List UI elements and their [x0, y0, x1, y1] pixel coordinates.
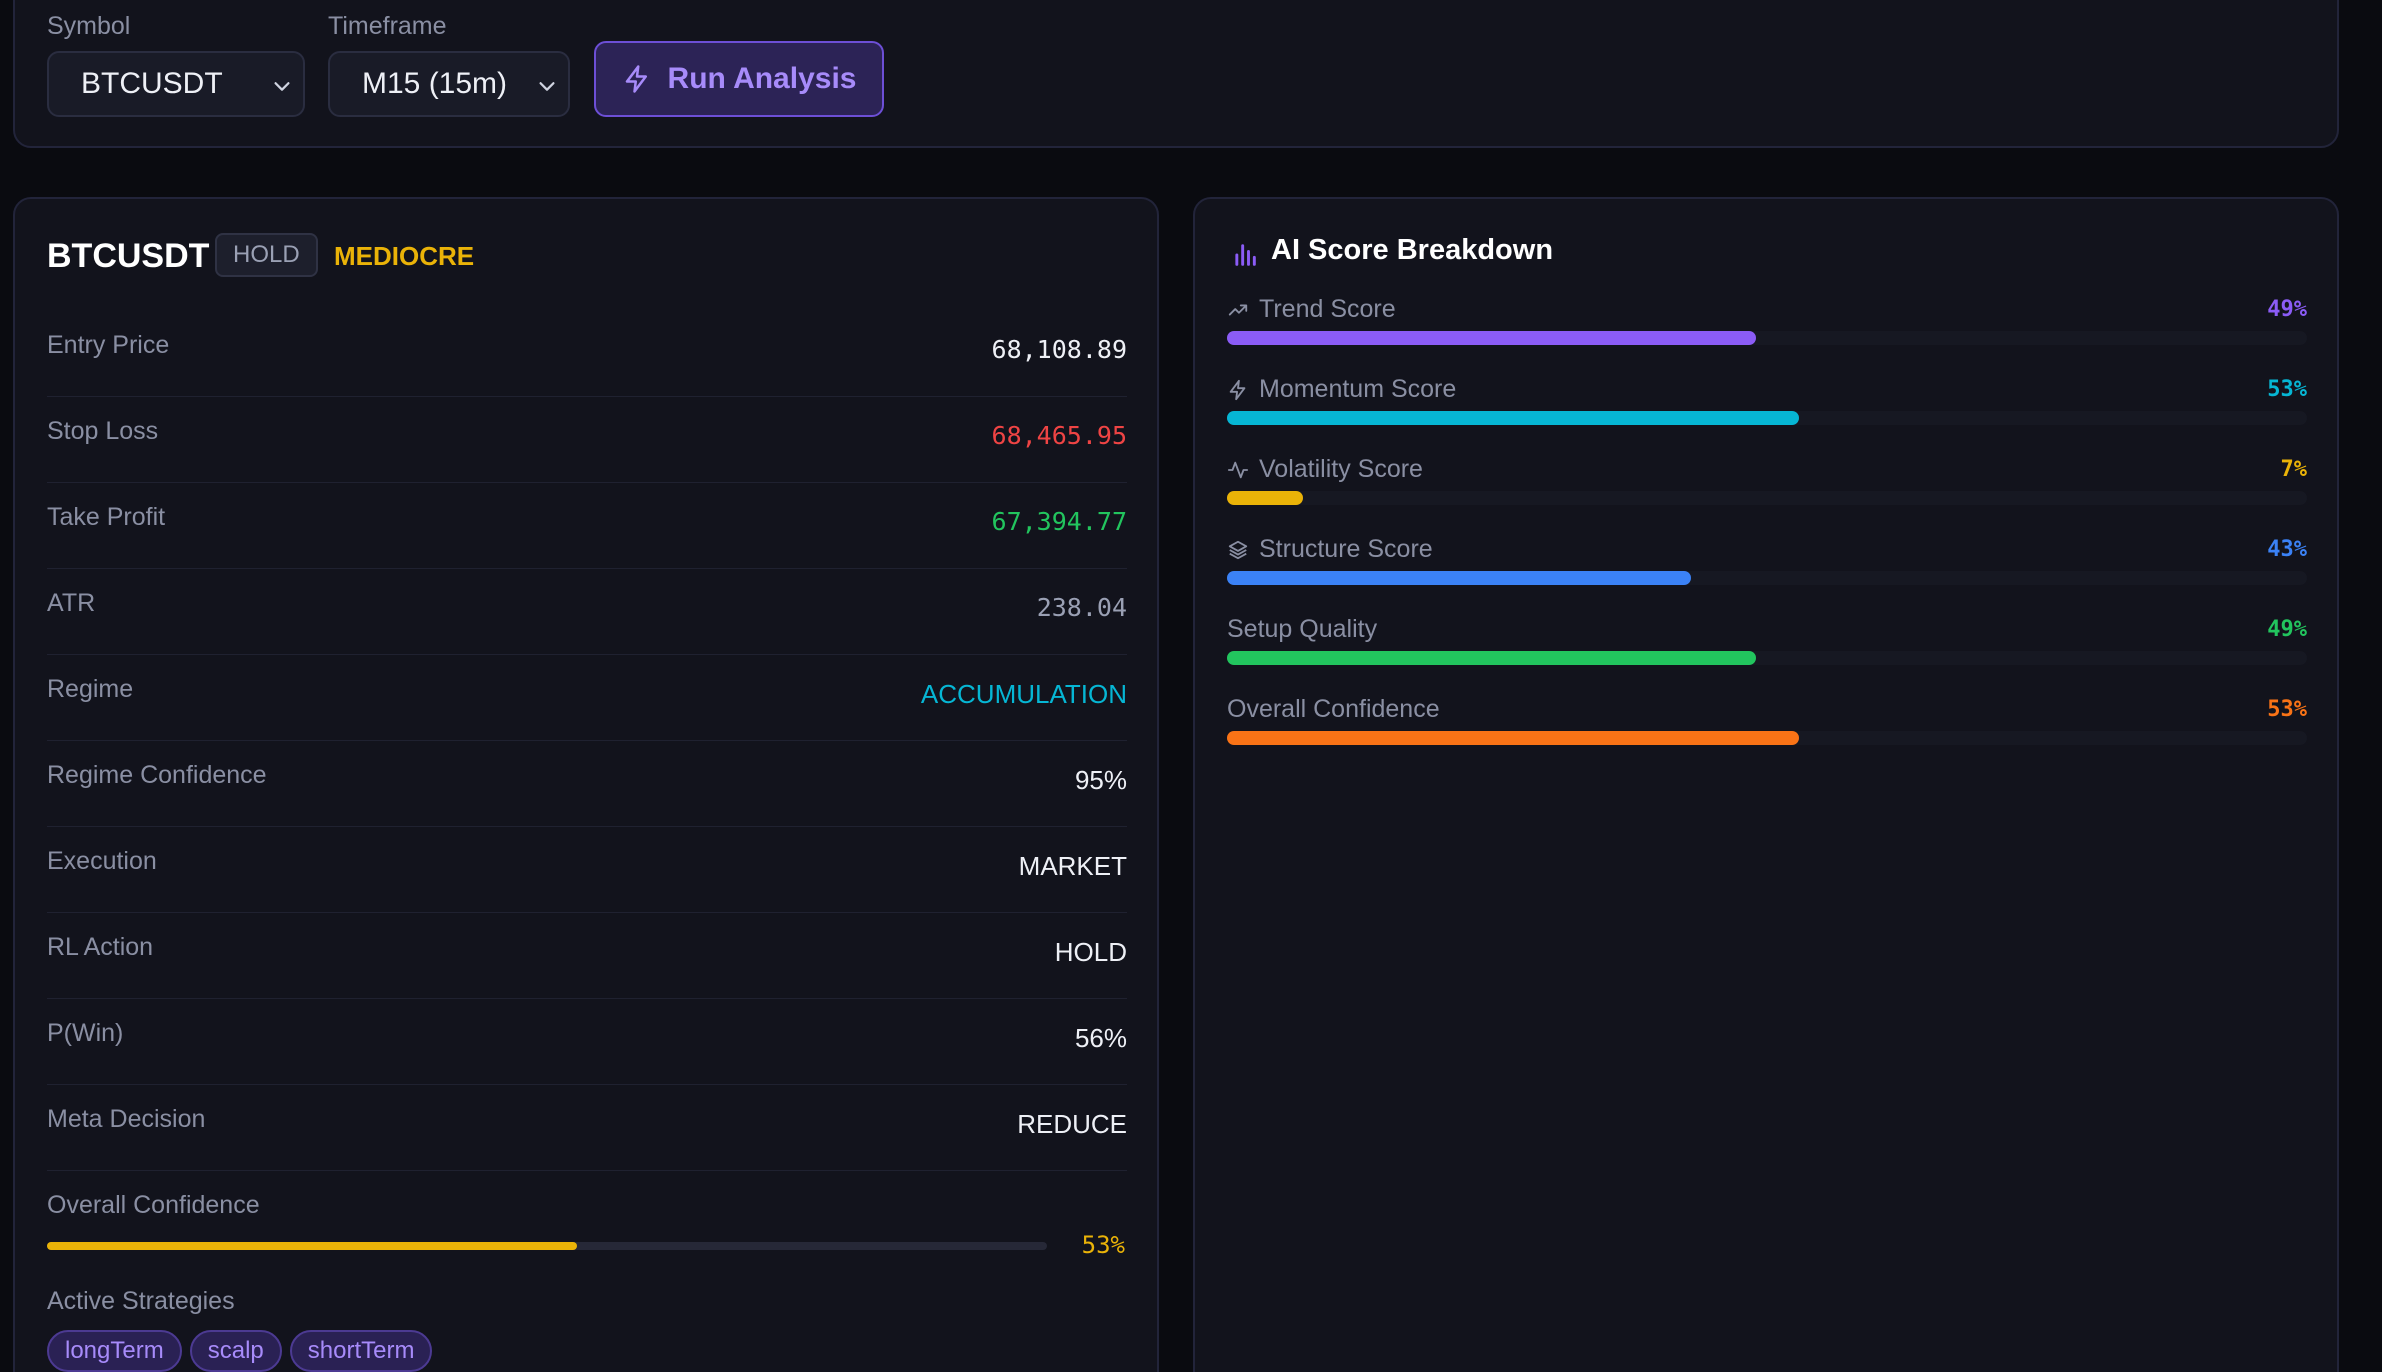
activity-icon	[1227, 461, 1249, 478]
row-pwin: P(Win) 56%	[47, 999, 1127, 1085]
score-row-trend: Trend Score 49%	[1227, 295, 2307, 365]
pwin-label: P(Win)	[47, 1019, 124, 1047]
score-fill	[1227, 491, 1303, 505]
row-meta-decision: Meta Decision REDUCE	[47, 1085, 1127, 1171]
score-bar	[1227, 331, 2307, 345]
score-fill	[1227, 331, 1757, 345]
lightning-icon	[1229, 379, 1246, 400]
breakdown-title: AI Score Breakdown	[1271, 234, 1554, 266]
symbol-select[interactable]: BTCUSDT	[47, 51, 305, 117]
symbol-select-value: BTCUSDT	[81, 67, 223, 100]
execution-label: Execution	[47, 847, 157, 875]
timeframe-select-value: M15 (15m)	[362, 67, 508, 100]
score-value: 43%	[2267, 537, 2307, 562]
quality-badge: MEDIOCRE	[334, 241, 475, 271]
score-row-setup-quality: Setup Quality 49%	[1227, 615, 2307, 685]
row-atr: ATR 238.04	[47, 569, 1127, 655]
layers-icon	[1228, 540, 1248, 559]
overall-confidence-bar	[47, 1242, 1047, 1250]
row-entry-price: Entry Price 68,108.89	[47, 311, 1127, 397]
regime-confidence-label: Regime Confidence	[47, 761, 267, 789]
trend-up-icon	[1228, 304, 1248, 315]
atr-label: ATR	[47, 589, 96, 617]
summary-symbol: BTCUSDT	[47, 237, 210, 275]
score-row-structure: Structure Score 43%	[1227, 535, 2307, 605]
score-bar	[1227, 491, 2307, 505]
score-label: Overall Confidence	[1227, 695, 1440, 723]
controls-panel: Symbol BTCUSDT Timeframe M15 (15m) Run A…	[13, 0, 2339, 148]
score-value: 53%	[2267, 377, 2307, 402]
row-stop-loss: Stop Loss 68,465.95	[47, 397, 1127, 483]
score-value: 7%	[2280, 457, 2308, 482]
score-fill	[1227, 571, 1692, 585]
signal-summary-card: BTCUSDT HOLD MEDIOCRE Entry Price 68,108…	[13, 197, 1159, 1372]
overall-confidence-value: 53%	[1081, 1231, 1125, 1259]
row-take-profit: Take Profit 67,394.77	[47, 483, 1127, 569]
score-label: Volatility Score	[1259, 455, 1423, 483]
action-badge: HOLD	[215, 233, 318, 277]
rl-action-label: RL Action	[47, 933, 154, 961]
row-regime-confidence: Regime Confidence 95%	[47, 741, 1127, 827]
score-label: Momentum Score	[1259, 375, 1457, 403]
run-analysis-button[interactable]: Run Analysis	[594, 41, 884, 117]
lightning-icon	[625, 65, 647, 93]
score-value: 49%	[2267, 297, 2307, 322]
strategy-chip[interactable]: scalp	[189, 1330, 282, 1372]
score-label: Trend Score	[1259, 295, 1396, 323]
row-rl-action: RL Action HOLD	[47, 913, 1127, 999]
take-profit-value: 67,394.77	[991, 507, 1127, 536]
pwin-value: 56%	[1074, 1023, 1127, 1053]
row-regime: Regime ACCUMULATION	[47, 655, 1127, 741]
regime-confidence-value: 95%	[1074, 765, 1127, 795]
take-profit-label: Take Profit	[47, 503, 166, 531]
score-row-volatility: Volatility Score 7%	[1227, 455, 2307, 525]
chevron-down-icon	[274, 82, 290, 91]
entry-price-value: 68,108.89	[991, 335, 1127, 364]
strategy-chip[interactable]: shortTerm	[289, 1330, 433, 1372]
score-row-momentum: Momentum Score 53%	[1227, 375, 2307, 445]
row-execution: Execution MARKET	[47, 827, 1127, 913]
run-analysis-label: Run Analysis	[667, 62, 857, 95]
strategy-chips: longTerm scalp shortTerm	[47, 1330, 433, 1372]
score-label: Structure Score	[1259, 535, 1433, 563]
score-fill	[1227, 731, 1800, 745]
score-bar	[1227, 411, 2307, 425]
overall-confidence-fill	[47, 1242, 577, 1250]
score-label: Setup Quality	[1227, 615, 1378, 643]
score-row-overall-confidence: Overall Confidence 53%	[1227, 695, 2307, 765]
atr-value: 238.04	[1036, 593, 1127, 622]
active-strategies-label: Active Strategies	[47, 1287, 235, 1315]
timeframe-label: Timeframe	[328, 12, 447, 40]
entry-price-label: Entry Price	[47, 331, 170, 359]
meta-decision-label: Meta Decision	[47, 1105, 206, 1133]
score-bar	[1227, 731, 2307, 745]
overall-confidence-label: Overall Confidence	[47, 1191, 260, 1219]
regime-label: Regime	[47, 675, 134, 703]
score-breakdown-card: AI Score Breakdown Trend Score 49% Momen…	[1193, 197, 2339, 1372]
rl-action-value: HOLD	[1054, 937, 1127, 967]
score-value: 53%	[2267, 697, 2307, 722]
chevron-down-icon	[539, 82, 555, 91]
strategy-chip[interactable]: longTerm	[47, 1330, 182, 1372]
execution-value: MARKET	[1018, 851, 1127, 881]
score-bar	[1227, 571, 2307, 585]
timeframe-select[interactable]: M15 (15m)	[328, 51, 570, 117]
score-value: 49%	[2267, 617, 2307, 642]
meta-decision-value: REDUCE	[1017, 1109, 1127, 1139]
stop-loss-label: Stop Loss	[47, 417, 159, 445]
bar-chart-icon	[1235, 244, 1256, 266]
symbol-label: Symbol	[47, 12, 131, 40]
score-fill	[1227, 651, 1757, 665]
score-bar	[1227, 651, 2307, 665]
regime-value: ACCUMULATION	[920, 679, 1127, 709]
stop-loss-value: 68,465.95	[991, 421, 1127, 450]
score-fill	[1227, 411, 1800, 425]
